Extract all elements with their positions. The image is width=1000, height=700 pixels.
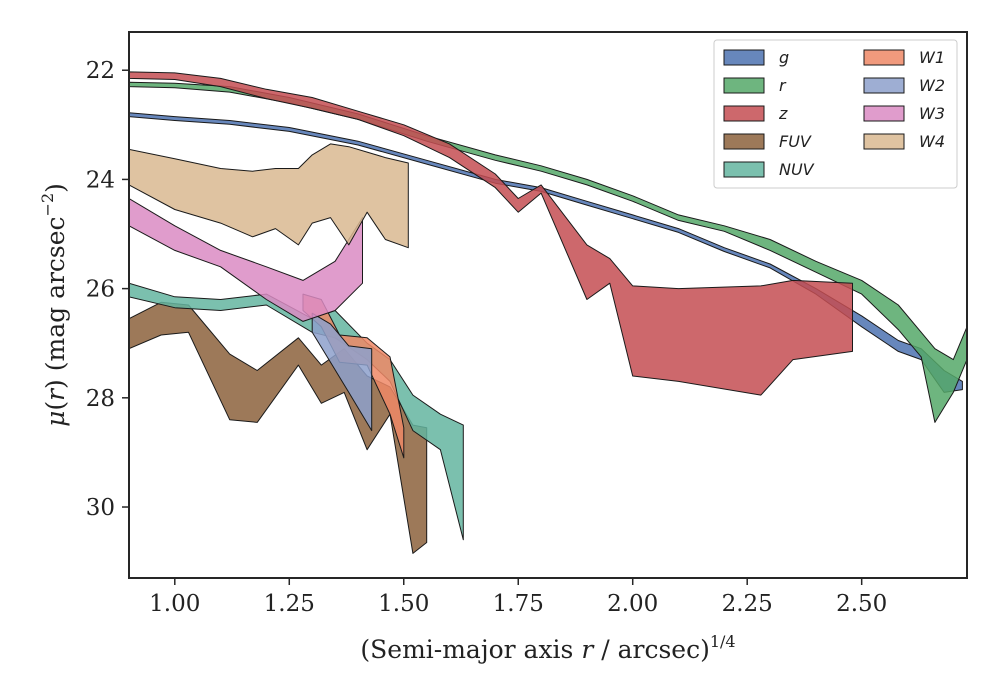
series-band-g xyxy=(129,112,963,393)
x-axis-label-var: r xyxy=(581,635,595,664)
y-axis-label: μ(r) (mag arcsec−2) xyxy=(38,183,70,427)
x-axis-label-sup: 1/4 xyxy=(710,632,736,651)
legend-label-g: g xyxy=(779,48,789,67)
x-tick-label: 1.25 xyxy=(264,591,315,617)
y-axis-label-open: ( xyxy=(41,401,70,411)
series-band-r xyxy=(129,81,967,423)
y-tick-label: 30 xyxy=(86,495,115,521)
legend-label-w3: W3 xyxy=(919,104,945,123)
y-axis-label-end: ) xyxy=(41,183,70,193)
x-tick-label: 2.25 xyxy=(722,591,773,617)
legend-frame xyxy=(713,39,958,189)
y-axis-label-close: ) (mag arcsec xyxy=(41,216,70,389)
x-tick-label: 1.50 xyxy=(378,591,429,617)
legend-label-nuv: NUV xyxy=(779,160,815,179)
legend: grz FUV NUV W1 W2 W3 W4 xyxy=(713,39,958,189)
y-tick-label: 24 xyxy=(86,167,115,193)
series-band-w2 xyxy=(311,312,373,432)
y-axis: 22 24 26 28 30 xyxy=(86,58,129,521)
legend-label-w4: W4 xyxy=(919,132,945,151)
legend-swatch-w3 xyxy=(863,105,905,122)
legend-swatch-w1 xyxy=(863,49,905,66)
plot-frame xyxy=(128,31,968,579)
y-tick-label: 22 xyxy=(86,58,115,84)
y-axis-label-sup: −2 xyxy=(38,193,57,217)
series-band-z xyxy=(129,71,853,396)
legend-label-z: z xyxy=(778,104,788,123)
legend-swatch-w4 xyxy=(863,133,905,150)
legend-swatch-r xyxy=(723,77,765,94)
y-tick-label: 26 xyxy=(86,277,115,303)
series-band-w3 xyxy=(129,198,363,322)
legend-label-fuv: FUV xyxy=(779,132,812,151)
x-axis-label: (Semi-major axis r / arcsec)1/4 xyxy=(360,632,735,664)
series-bands xyxy=(129,71,967,554)
x-tick-label: 2.00 xyxy=(607,591,658,617)
x-axis-label-suffix: / arcsec) xyxy=(593,635,710,664)
x-tick-label: 1.75 xyxy=(493,591,544,617)
x-tick-label: 1.00 xyxy=(149,591,200,617)
legend-swatch-nuv xyxy=(723,161,765,178)
x-axis-label-prefix: (Semi-major axis xyxy=(360,635,581,664)
legend-label-w1: W1 xyxy=(919,48,945,67)
y-axis-label-mu: μ xyxy=(41,411,70,427)
legend-label-r: r xyxy=(779,76,787,95)
legend-swatch-fuv xyxy=(723,133,765,150)
series-band-w4 xyxy=(129,143,409,249)
legend-swatch-g xyxy=(723,49,765,66)
legend-swatch-w2 xyxy=(863,77,905,94)
x-tick-label: 2.50 xyxy=(836,591,887,617)
legend-swatch-z xyxy=(723,105,765,122)
x-axis: 1.00 1.25 1.50 1.75 2.00 2.25 2.50 xyxy=(149,578,887,617)
y-tick-label: 28 xyxy=(86,386,115,412)
y-axis-label-var: r xyxy=(41,387,70,401)
legend-label-w2: W2 xyxy=(919,76,945,95)
